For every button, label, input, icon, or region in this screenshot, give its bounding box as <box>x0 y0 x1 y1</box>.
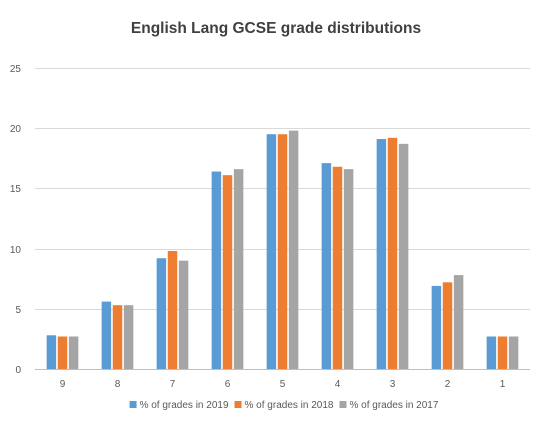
y-tick-label: 0 <box>15 365 21 376</box>
x-tick-label: 6 <box>225 379 231 390</box>
bar <box>101 301 112 369</box>
bar <box>167 251 178 369</box>
legend-swatch <box>129 401 137 408</box>
bar <box>497 336 508 369</box>
chart-title: English Lang GCSE grade distributions <box>130 20 422 37</box>
bar <box>442 282 453 369</box>
bar <box>233 169 244 369</box>
bar <box>178 260 189 369</box>
bar <box>266 134 277 369</box>
y-tick-label: 25 <box>10 64 22 75</box>
bar <box>68 336 79 369</box>
bar <box>387 137 398 369</box>
bar <box>211 171 222 369</box>
x-tick-label: 8 <box>115 379 121 390</box>
bar <box>486 336 497 369</box>
bar <box>277 134 288 369</box>
bar <box>332 166 343 369</box>
bar <box>321 163 332 369</box>
y-tick-label: 10 <box>10 245 22 256</box>
bar <box>508 336 519 369</box>
x-tick-label: 9 <box>60 379 66 390</box>
bar <box>288 130 299 369</box>
bar <box>376 139 387 369</box>
bar <box>343 169 354 369</box>
legend-swatch <box>234 401 242 408</box>
x-tick-label: 5 <box>280 379 286 390</box>
bar <box>431 285 442 369</box>
bar <box>156 258 167 369</box>
bar <box>46 335 57 369</box>
y-tick-label: 15 <box>10 184 22 195</box>
x-tick-label: 4 <box>335 379 341 390</box>
y-tick-label: 20 <box>10 124 22 135</box>
x-tick-label: 1 <box>500 379 506 390</box>
x-tick-label: 2 <box>445 379 451 390</box>
legend-label: % of grades in 2018 <box>245 400 334 411</box>
y-tick-label: 5 <box>15 305 21 316</box>
x-tick-label: 7 <box>170 379 176 390</box>
bar <box>453 275 464 369</box>
bar <box>123 305 134 369</box>
legend-label: % of grades in 2019 <box>140 400 229 411</box>
bar <box>398 143 409 369</box>
legend-swatch <box>339 401 347 408</box>
bar <box>57 336 68 369</box>
legend-label: % of grades in 2017 <box>349 400 438 411</box>
bar <box>112 305 123 369</box>
bar <box>222 175 233 369</box>
x-tick-label: 3 <box>390 379 396 390</box>
